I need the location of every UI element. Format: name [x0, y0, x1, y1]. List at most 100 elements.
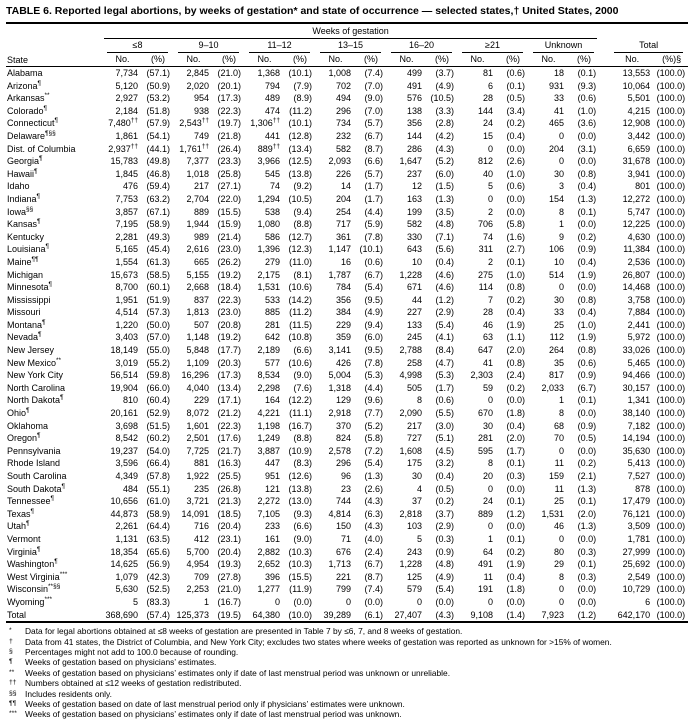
table-row: Utah¶ 2,261 (64.4) 716 (20.4) 233 (6.6) 150 (4.… — [6, 520, 688, 533]
percent-cell: (18.5) — [217, 508, 241, 519]
count-cell: 3,509 — [627, 521, 651, 532]
column-gap — [599, 445, 609, 458]
state-name: Maine¶¶ — [7, 255, 39, 267]
count-cell: 0 — [487, 521, 493, 532]
count-cell: 2,668 — [186, 282, 209, 293]
count-cell: 14,194 — [622, 433, 651, 444]
count-cell: 96 — [340, 471, 351, 481]
count-cell: 931 — [548, 80, 564, 91]
footnote: * Data for legal abortions obtained at ≤… — [6, 626, 688, 636]
count-cell: 4 — [416, 483, 422, 494]
count-cell: 29 — [553, 559, 564, 570]
percent-cell: (100.0) — [656, 156, 686, 167]
percent-cell: (4.4) — [364, 206, 383, 217]
table-body: Alabama 7,734 (57.1) 2,845 (21.0) 1,368 (10.1… — [6, 67, 689, 624]
column-gap — [599, 281, 609, 294]
col-group-9-10: 9–10 — [173, 39, 244, 53]
count-cell: 25 — [553, 319, 564, 330]
footnote: *** Weeks of gestation based on physicia… — [6, 709, 688, 719]
count-cell: 2 — [487, 256, 493, 267]
count-cell: 3,758 — [627, 294, 651, 305]
count-cell: 7,195 — [115, 219, 138, 230]
percent-cell: (21.7) — [217, 445, 241, 456]
percent-cell: (100.0) — [656, 244, 686, 255]
percent-cell: (2.6) — [364, 483, 383, 494]
percent-cell: (0.4) — [435, 256, 454, 267]
count-cell: 799 — [335, 584, 351, 595]
percent-cell: (65.6) — [146, 546, 170, 557]
percent-cell: (3.1) — [577, 143, 597, 154]
percent-cell: (4.3) — [435, 143, 454, 154]
percent-cell: (0.3) — [577, 571, 597, 582]
count-cell: 14,625 — [110, 559, 138, 570]
count-cell: 191 — [477, 584, 493, 595]
percent-cell: (66.4) — [146, 458, 170, 469]
state-column-header: State — [6, 25, 102, 67]
count-cell: 164 — [264, 395, 280, 406]
percent-cell: (11.9) — [289, 584, 312, 595]
percent-cell: (100.0) — [656, 445, 686, 456]
percent-cell: (61.0) — [146, 496, 170, 507]
count-cell: 64,380 — [244, 608, 285, 624]
percent-cell: (0.0) — [506, 143, 525, 154]
count-cell: 296 — [335, 458, 351, 469]
footnote: §§ Includes residents only. — [6, 689, 688, 699]
count-cell: 232 — [335, 130, 351, 141]
count-cell: 2,578 — [328, 445, 351, 456]
percent-cell: (0.3) — [435, 533, 454, 544]
percent-cell: (21.4) — [217, 231, 241, 242]
count-cell: 878 — [635, 483, 651, 494]
count-cell: 4,215 — [627, 105, 651, 116]
percent-cell: (10.8) — [288, 332, 312, 343]
percent-cell: (100.0) — [656, 471, 686, 481]
count-cell: 138 — [406, 105, 422, 116]
count-cell: 233 — [264, 521, 280, 532]
percent-cell: (51.8) — [146, 105, 170, 116]
percent-cell: (56.9) — [146, 559, 170, 570]
percent-cell: (5.1) — [435, 433, 454, 444]
count-cell: 46 — [482, 319, 493, 330]
count-cell: 396 — [264, 571, 280, 582]
percent-cell: (0.5) — [506, 93, 525, 104]
column-gap — [599, 520, 609, 533]
count-cell: 0 — [487, 193, 493, 204]
count-cell: 1,018 — [186, 168, 209, 179]
column-gap — [599, 294, 609, 307]
state-name: Oklahoma — [7, 420, 49, 431]
count-cell: 2,845 — [186, 68, 209, 78]
percent-cell: (10.9) — [288, 445, 312, 456]
count-cell: 12 — [411, 181, 422, 192]
count-cell: 245 — [406, 332, 422, 343]
percent-cell: (1.8) — [506, 584, 525, 595]
count-cell: 8 — [487, 458, 493, 469]
percent-cell: (0.0) — [577, 584, 597, 595]
column-gap — [599, 357, 609, 370]
column-gap — [599, 206, 609, 219]
count-cell: 2,090 — [399, 408, 422, 419]
count-cell: 175 — [406, 458, 422, 469]
percent-cell: (100.0) — [656, 395, 686, 406]
percent-cell: (0.0) — [577, 533, 597, 544]
count-cell: 229 — [335, 319, 351, 330]
column-gap — [599, 218, 609, 231]
count-cell: 129 — [335, 395, 351, 406]
percent-cell: (11.5) — [289, 319, 312, 330]
percent-cell: (45.4) — [146, 244, 170, 255]
percent-cell: (0.0) — [577, 596, 597, 607]
state-name: Nevada¶ — [7, 331, 42, 343]
percent-cell: (1.7) — [364, 193, 383, 204]
count-cell: 5 — [487, 181, 493, 192]
count-cell: 1,368 — [257, 68, 280, 78]
count-cell: 2,261 — [115, 521, 138, 532]
count-cell: 0 — [558, 282, 564, 293]
column-gap — [599, 130, 609, 143]
percent-cell: (1.7) — [435, 382, 454, 393]
count-cell: 1,813 — [186, 307, 209, 318]
footnote-marker: †† — [9, 679, 17, 687]
count-cell: 3,966 — [257, 156, 280, 167]
state-name: Wyoming*** — [7, 595, 53, 607]
column-gap — [599, 331, 609, 344]
percent-cell: (46.8) — [146, 168, 170, 179]
percent-cell: (4.6) — [435, 269, 454, 280]
count-cell: 19,237 — [110, 445, 138, 456]
